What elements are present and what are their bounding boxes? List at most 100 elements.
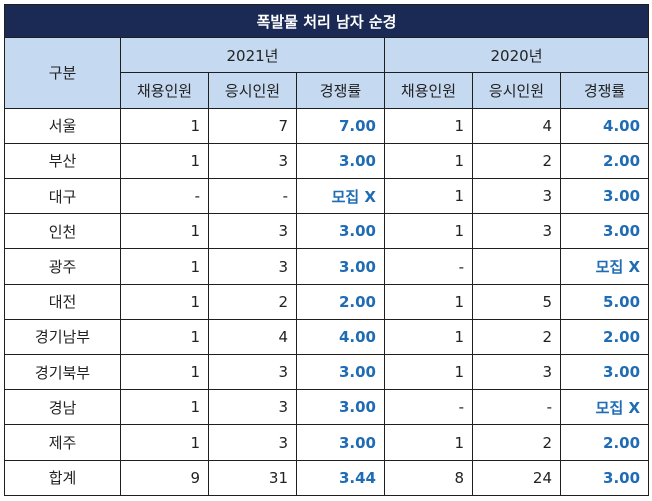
region-name: 부산 xyxy=(4,142,121,180)
rate-header-2021: 경쟁률 xyxy=(296,72,385,109)
hire-2021: - xyxy=(120,177,209,215)
table-row: 경기남부 1 4 4.00 1 2 2.00 xyxy=(4,318,650,356)
table-row: 대전 1 2 2.00 1 5 5.00 xyxy=(4,283,650,320)
hire-2021: 1 xyxy=(120,142,209,180)
rate-header-2020: 경쟁률 xyxy=(559,72,650,109)
rate-2020: 3.00 xyxy=(559,213,650,250)
apply-2021: 4 xyxy=(208,318,297,356)
hire-2020: 1 xyxy=(384,424,473,461)
rate-2020: 모집 X xyxy=(559,389,650,426)
rate-2020: 5.00 xyxy=(559,283,650,320)
rate-2020: 3.00 xyxy=(559,459,650,497)
apply-2021: 3 xyxy=(208,142,297,180)
apply-2021: 3 xyxy=(208,248,297,285)
hire-2021: 1 xyxy=(120,389,209,426)
hire-2021: 1 xyxy=(120,318,209,356)
hire-2020: 1 xyxy=(384,354,473,391)
hire-header-2021: 채용인원 xyxy=(120,72,209,109)
rate-2020: 4.00 xyxy=(559,107,650,144)
table-row: 제주 1 3 3.00 1 2 2.00 xyxy=(4,424,650,461)
table-row: 광주 1 3 3.00- 모집 X xyxy=(4,248,650,285)
category-header: 구분 xyxy=(4,37,121,109)
table-row: 경남 1 3 3.00- - 모집 X xyxy=(4,389,650,426)
hire-2020: - xyxy=(384,248,473,285)
rate-2021: 3.00 xyxy=(296,354,385,391)
hire-2021: 1 xyxy=(120,354,209,391)
region-name: 경기북부 xyxy=(4,354,121,391)
apply-2020: 2 xyxy=(472,142,561,180)
apply-2020 xyxy=(472,248,561,285)
apply-header-2021: 응시인원 xyxy=(208,72,297,109)
region-name: 서울 xyxy=(4,107,121,144)
apply-2020: - xyxy=(472,389,561,426)
hire-header-2020: 채용인원 xyxy=(384,72,473,109)
rate-2020: 2.00 xyxy=(559,142,650,180)
recruitment-table: 폭발물 처리 남자 순경 구분 2021년 2020년 채용인원 응시인원 경쟁… xyxy=(3,3,650,497)
apply-2020: 2 xyxy=(472,424,561,461)
apply-2020: 2 xyxy=(472,318,561,356)
hire-2021: 1 xyxy=(120,424,209,461)
hire-2021: 1 xyxy=(120,248,209,285)
apply-2021: 3 xyxy=(208,389,297,426)
apply-2020: 3 xyxy=(472,177,561,215)
region-name: 인천 xyxy=(4,213,121,250)
hire-2020: 1 xyxy=(384,142,473,180)
rate-2020: 3.00 xyxy=(559,177,650,215)
table-row: 대구 - - 모집 X 1 3 3.00 xyxy=(4,177,650,215)
apply-2021: 3 xyxy=(208,354,297,391)
rate-2021: 3.00 xyxy=(296,213,385,250)
rate-2020: 2.00 xyxy=(559,424,650,461)
year-header-row: 구분 2021년 2020년 xyxy=(4,37,650,109)
hire-2021: 1 xyxy=(120,107,209,144)
apply-2020: 24 xyxy=(472,459,561,497)
apply-2021: 31 xyxy=(208,459,297,497)
apply-2021: 2 xyxy=(208,283,297,320)
rate-2021: 3.00 xyxy=(296,424,385,461)
apply-2020: 3 xyxy=(472,354,561,391)
apply-2020: 5 xyxy=(472,283,561,320)
apply-header-2020: 응시인원 xyxy=(472,72,561,109)
table-row: 부산 1 3 3.00 1 2 2.00 xyxy=(4,142,650,180)
apply-2020: 4 xyxy=(472,107,561,144)
hire-2021: 1 xyxy=(120,283,209,320)
apply-2021: - xyxy=(208,177,297,215)
hire-2020: 1 xyxy=(384,177,473,215)
region-name: 합계 xyxy=(4,459,121,497)
hire-2020: 1 xyxy=(384,283,473,320)
rate-2021: 모집 X xyxy=(296,177,385,215)
region-name: 대구 xyxy=(4,177,121,215)
rate-2020: 모집 X xyxy=(559,248,650,285)
apply-2021: 3 xyxy=(208,424,297,461)
title-row: 폭발물 처리 남자 순경 xyxy=(3,3,650,39)
rate-2021: 3.00 xyxy=(296,142,385,180)
hire-2021: 1 xyxy=(120,213,209,250)
table-row: 인천 1 3 3.00 1 3 3.00 xyxy=(4,213,650,250)
rate-2021: 7.00 xyxy=(296,107,385,144)
region-name: 경기남부 xyxy=(4,318,121,356)
year-header-2020: 2020년 xyxy=(383,37,650,74)
table-row: 서울 1 7 7.00 1 4 4.00 xyxy=(4,107,650,144)
region-name: 대전 xyxy=(4,283,121,320)
table-title: 폭발물 처리 남자 순경 xyxy=(3,3,650,39)
rate-2020: 3.00 xyxy=(559,354,650,391)
hire-2020: - xyxy=(384,389,473,426)
apply-2021: 3 xyxy=(208,213,297,250)
hire-2021: 9 xyxy=(120,459,209,497)
rate-2021: 4.00 xyxy=(296,318,385,356)
region-name: 광주 xyxy=(4,248,121,285)
hire-2020: 8 xyxy=(384,459,473,497)
year-header-2021: 2021년 xyxy=(120,37,385,74)
rate-2020: 2.00 xyxy=(559,318,650,356)
hire-2020: 1 xyxy=(384,107,473,144)
hire-2020: 1 xyxy=(384,213,473,250)
rate-2021: 3.00 xyxy=(296,248,385,285)
subcolumn-header-row: 채용인원 응시인원 경쟁률 채용인원 응시인원 경쟁률 xyxy=(5,72,650,109)
rate-2021: 3.00 xyxy=(296,389,385,426)
apply-2021: 7 xyxy=(208,107,297,144)
table-row: 합계 9 31 3.44 8 24 3.00 xyxy=(4,459,650,497)
region-name: 경남 xyxy=(4,389,121,426)
hire-2020: 1 xyxy=(384,318,473,356)
region-name: 제주 xyxy=(4,424,121,461)
rate-2021: 2.00 xyxy=(296,283,385,320)
table-row: 경기북부 1 3 3.00 1 3 3.00 xyxy=(4,354,650,391)
